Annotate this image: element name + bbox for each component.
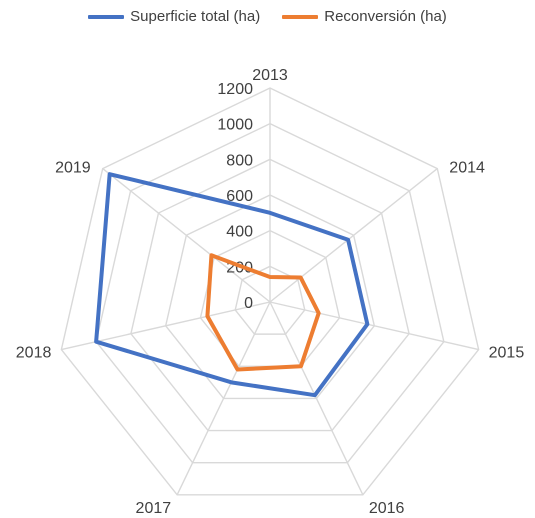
grid-ring-200 — [234, 265, 306, 335]
category-label-2018: 2018 — [16, 345, 52, 362]
axis-spoke-2017 — [176, 301, 271, 496]
grid-ring-600 — [164, 194, 376, 400]
legend-swatch-series-2 — [282, 14, 319, 19]
r-tick-label-0: 0 — [244, 295, 253, 312]
category-label-2013: 2013 — [252, 67, 288, 84]
category-label-2017: 2017 — [136, 500, 172, 517]
legend-label-series-1: Superficie total (ha) — [130, 8, 261, 25]
chart-legend: Superficie total (ha) Reconversión (ha) — [0, 8, 535, 25]
r-tick-label-600: 600 — [226, 188, 253, 205]
axis-spoke-2015 — [269, 301, 479, 351]
r-tick-label-400: 400 — [226, 224, 253, 241]
r-tick-label-1200: 1200 — [217, 81, 253, 98]
series-line-1 — [94, 172, 370, 398]
grid-ring-1200 — [60, 87, 480, 496]
axis-spoke-2018 — [61, 301, 271, 351]
legend-swatch-series-1 — [88, 14, 125, 19]
grid-ring-800 — [130, 158, 410, 432]
category-label-2015: 2015 — [489, 345, 525, 362]
axis-spoke-2014 — [269, 168, 438, 303]
axis-spoke-2016 — [269, 301, 364, 496]
category-label-2014: 2014 — [449, 160, 485, 177]
series-line-2 — [205, 253, 321, 372]
legend-item-series-2: Reconversión (ha) — [282, 8, 447, 25]
legend-label-series-2: Reconversión (ha) — [324, 8, 447, 25]
axis-spoke-2019 — [102, 168, 271, 303]
grid-ring-1000 — [95, 122, 445, 464]
legend-item-series-1: Superficie total (ha) — [88, 8, 260, 25]
r-tick-label-1000: 1000 — [217, 117, 253, 134]
category-label-2016: 2016 — [369, 500, 405, 517]
r-tick-label-800: 800 — [226, 152, 253, 169]
category-label-2019: 2019 — [55, 160, 91, 177]
